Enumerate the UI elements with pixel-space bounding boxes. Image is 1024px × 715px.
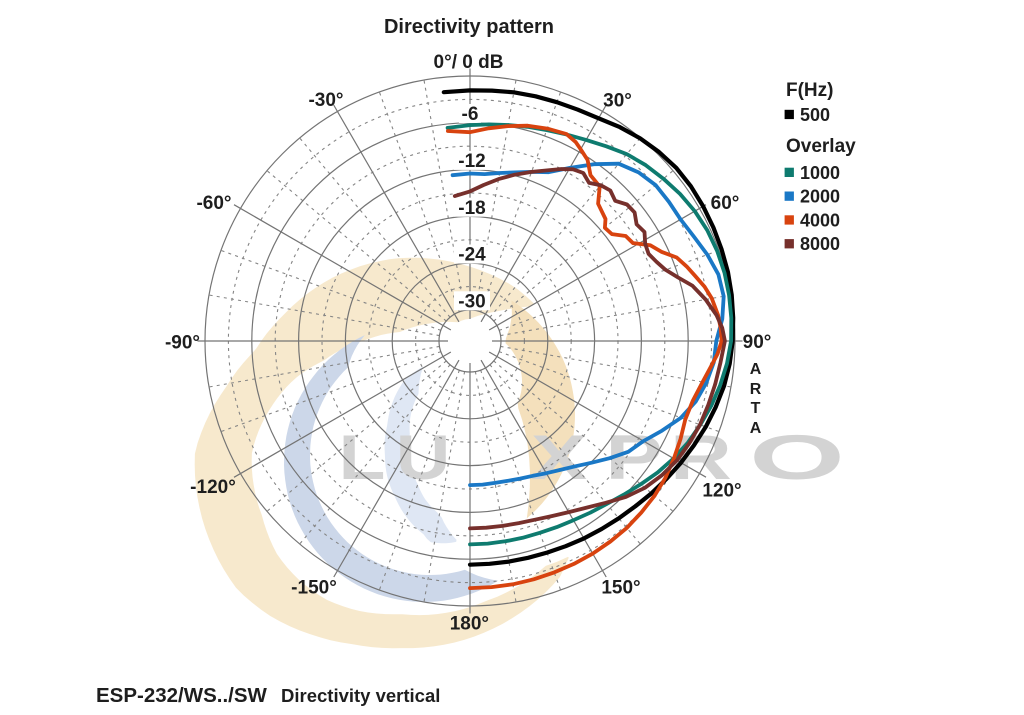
svg-text:A: A — [750, 361, 762, 378]
svg-text:2000: 2000 — [800, 187, 840, 207]
svg-text:F(Hz): F(Hz) — [786, 80, 833, 101]
svg-text:-150°: -150° — [291, 578, 337, 599]
svg-text:-60°: -60° — [196, 193, 231, 214]
svg-text:A: A — [750, 420, 762, 437]
svg-text:-6: -6 — [462, 104, 479, 125]
svg-text:60°: 60° — [711, 193, 740, 214]
svg-text:4000: 4000 — [800, 210, 840, 230]
svg-text:X: X — [531, 422, 588, 492]
svg-text:90°: 90° — [743, 332, 772, 353]
svg-text:-24: -24 — [458, 245, 486, 266]
svg-text:500: 500 — [800, 105, 830, 125]
svg-text:120°: 120° — [702, 481, 741, 502]
svg-text:ESP-232/WS../SW: ESP-232/WS../SW — [96, 684, 268, 707]
svg-text:-12: -12 — [458, 151, 485, 172]
svg-text:30°: 30° — [603, 91, 632, 112]
svg-text:Directivity vertical: Directivity vertical — [281, 685, 440, 706]
svg-text:R: R — [750, 381, 762, 398]
svg-text:-90°: -90° — [165, 332, 200, 353]
svg-text:-30: -30 — [458, 292, 485, 313]
svg-text:8000: 8000 — [800, 234, 840, 254]
svg-text:0°/ 0 dB: 0°/ 0 dB — [434, 52, 504, 73]
svg-text:150°: 150° — [601, 578, 640, 599]
svg-text:O: O — [749, 422, 845, 492]
svg-text:T: T — [751, 400, 761, 417]
svg-text:U: U — [396, 422, 451, 493]
svg-text:-30°: -30° — [308, 90, 343, 111]
svg-text:Directivity pattern: Directivity pattern — [384, 16, 554, 38]
svg-text:-18: -18 — [458, 198, 485, 219]
svg-text:1000: 1000 — [800, 163, 840, 183]
svg-text:Overlay: Overlay — [786, 136, 856, 157]
svg-text:180°: 180° — [450, 613, 489, 634]
svg-text:-120°: -120° — [190, 477, 236, 498]
